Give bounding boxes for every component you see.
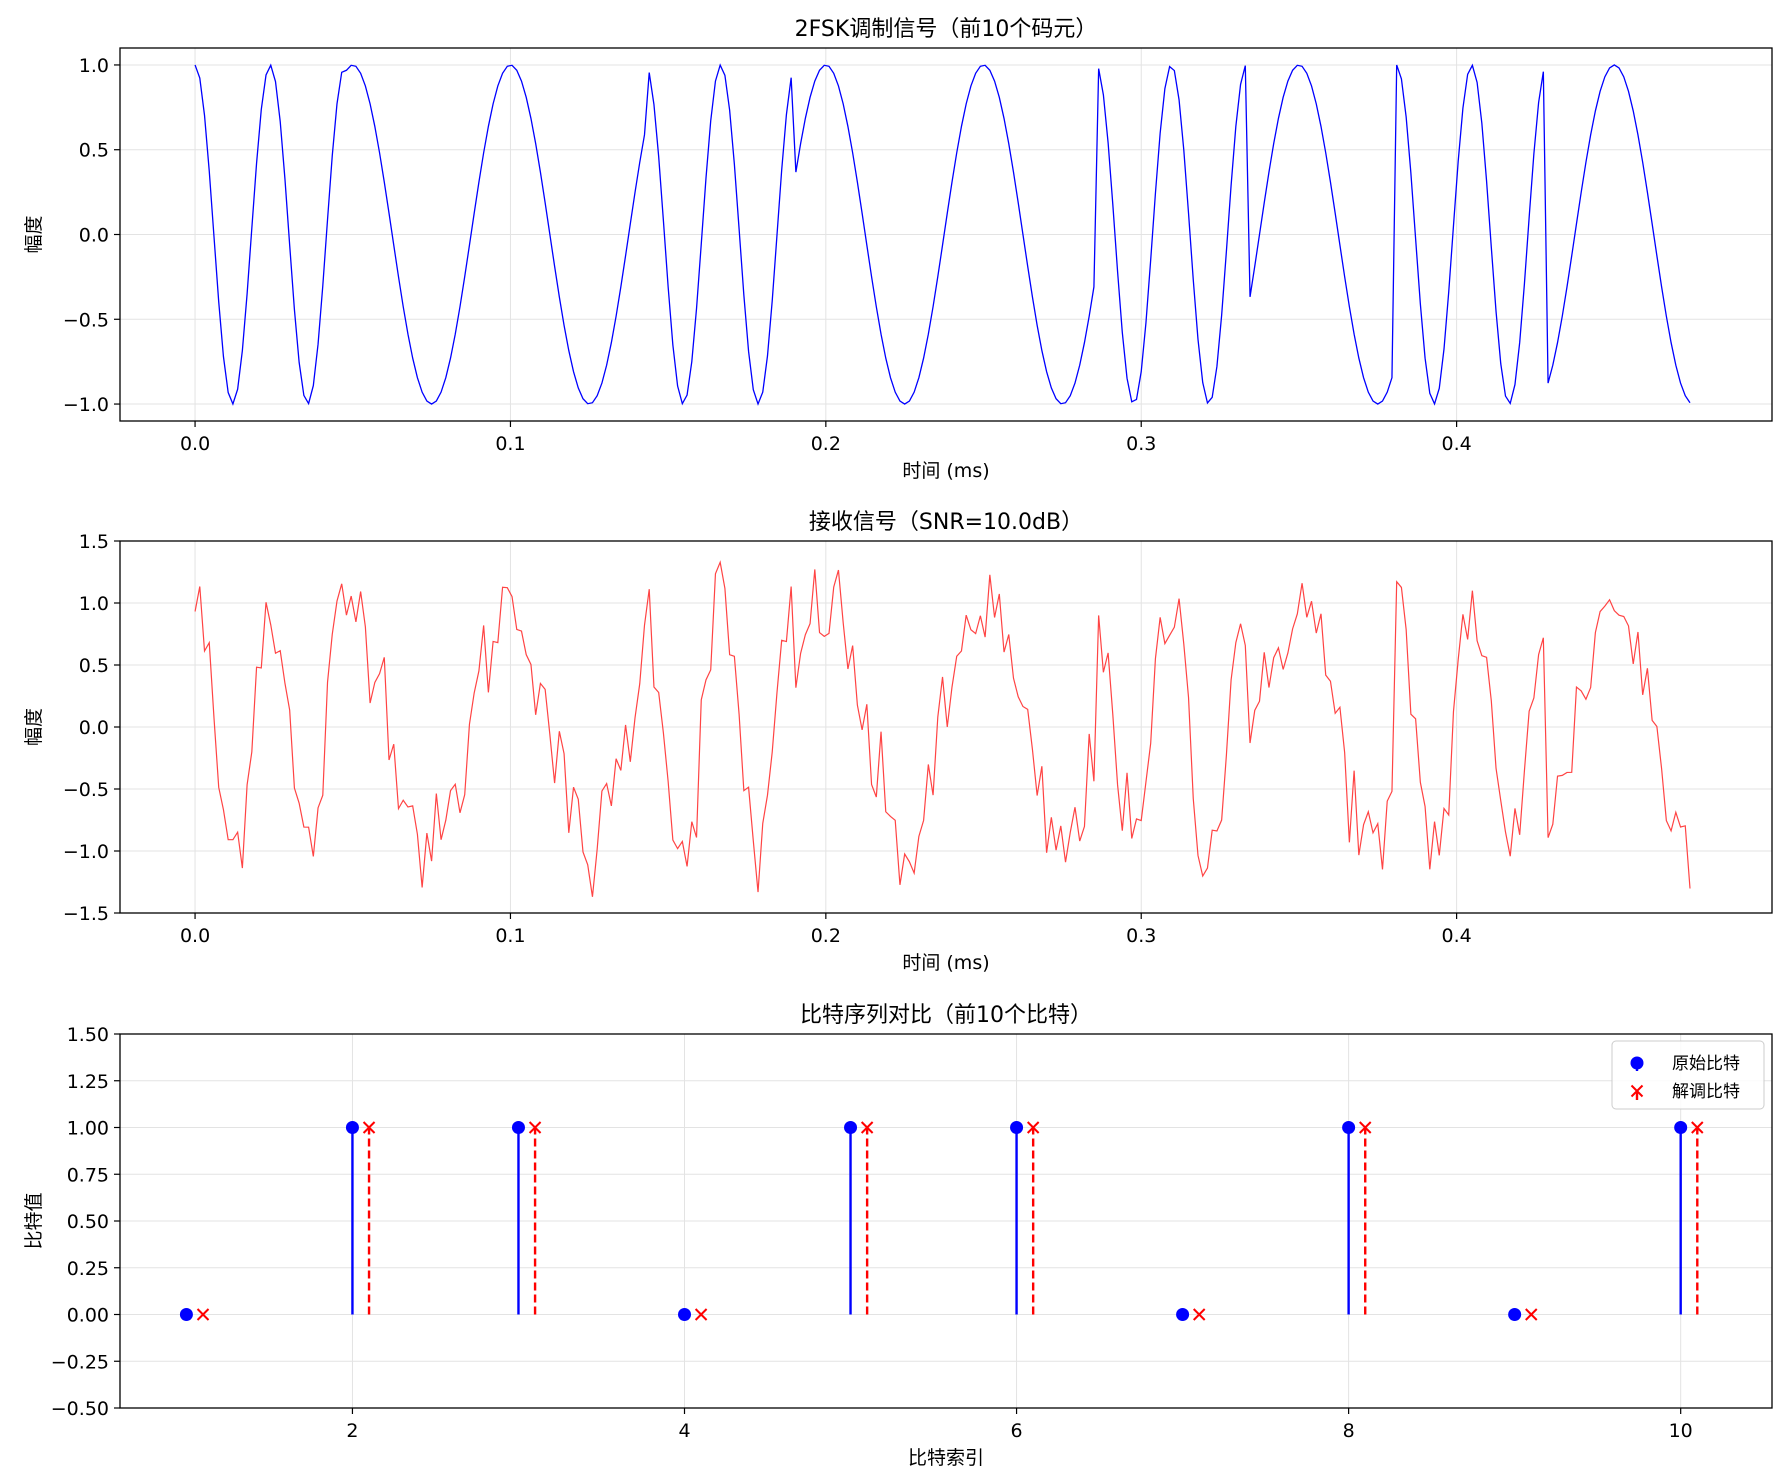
axes-frame: [119, 1033, 1773, 1409]
y-tick-label: 1.0: [79, 55, 109, 77]
x-axis-label: 时间 (ms): [902, 952, 989, 974]
axes-frame: [119, 47, 1773, 422]
x-tick-label: 0.1: [495, 433, 525, 455]
x-tick-label: 0.1: [495, 925, 525, 947]
x-tick-label: 0.4: [1442, 925, 1472, 947]
marker-original-bit: [1176, 1308, 1190, 1321]
legend-label-demodulated: 解调比特: [1672, 1082, 1740, 1102]
x-tick-label: 2: [346, 1420, 358, 1442]
y-tick-label: −0.5: [63, 779, 109, 801]
x-tick-label: 6: [1011, 1420, 1023, 1442]
marker-demodulated-bit: [694, 1308, 708, 1321]
y-tick-label: 0.00: [67, 1305, 109, 1327]
y-axis-label: 幅度: [23, 215, 45, 253]
marker-original-bit: [1342, 1121, 1356, 1134]
y-tick-label: 1.0: [79, 593, 109, 615]
x-tick-label: 0.4: [1442, 433, 1472, 455]
marker-demodulated-bit: [1359, 1121, 1372, 1134]
series-line-received: [194, 560, 1691, 897]
marker-demodulated-bit: [1192, 1308, 1206, 1321]
x-tick-label: 0.3: [1126, 925, 1156, 947]
y-tick-label: −1.5: [63, 903, 109, 925]
y-tick-label: −1.0: [63, 394, 109, 416]
y-axis-label: 幅度: [23, 708, 45, 746]
x-axis-label: 比特索引: [908, 1447, 984, 1469]
marker-original-bit: [844, 1121, 858, 1134]
y-tick-label: 1.5: [79, 531, 109, 553]
y-tick-label: 1.50: [67, 1024, 109, 1046]
y-tick-label: −0.50: [51, 1398, 109, 1420]
series-line-modulated: [194, 63, 1691, 406]
marker-original-bit: [1674, 1121, 1688, 1134]
legend-box: [1611, 1040, 1765, 1110]
axes-frame: [119, 540, 1773, 914]
marker-original-bit: [678, 1308, 692, 1321]
subplot-3: 2 4 6 8 10 1.50 1.25 1.00 0.75 0.50 0.25 0.00 −0.25 −…: [23, 1003, 1773, 1469]
x-tick-label: 4: [678, 1420, 690, 1442]
x-tick-label: 0.3: [1126, 433, 1156, 455]
y-tick-label: −1.0: [63, 841, 109, 863]
y-tick-label: 0.0: [79, 717, 109, 739]
marker-original-bit: [345, 1121, 359, 1134]
marker-original-bit: [1010, 1121, 1024, 1134]
x-axis-label: 时间 (ms): [902, 460, 989, 482]
y-axis-label: 比特值: [23, 1192, 45, 1249]
x-tick-label: 0.2: [811, 433, 841, 455]
y-tick-label: 1.25: [67, 1071, 109, 1093]
marker-demodulated-bit: [860, 1121, 874, 1134]
marker-original-bit: [179, 1308, 193, 1321]
marker-demodulated-bit: [362, 1121, 376, 1134]
y-tick-label: 0.5: [79, 140, 109, 162]
marker-original-bit: [1508, 1308, 1522, 1321]
marker-demodulated-bit: [196, 1308, 210, 1321]
x-tick-label: 0.0: [180, 433, 210, 455]
y-tick-label: 0.50: [67, 1211, 109, 1233]
x-tick-label: 0.2: [811, 925, 841, 947]
marker-demodulated-bit: [1026, 1121, 1040, 1134]
legend-marker-original: [1630, 1056, 1644, 1070]
x-tick-label: 8: [1343, 1420, 1355, 1442]
y-tick-label: 0.25: [67, 1258, 109, 1280]
y-tick-label: 0.5: [79, 655, 109, 677]
chart-title: 接收信号（SNR=10.0dB）: [809, 510, 1083, 535]
y-tick-label: −0.5: [63, 309, 109, 331]
x-tick-label: 10: [1669, 1420, 1693, 1442]
chart-title: 2FSK调制信号（前10个码元）: [795, 17, 1098, 42]
subplot-1: 0.0 0.1 0.2 0.3 0.4 1.0 0.5 0.0 −0.5 −1.0 2FSK调制信号…: [23, 17, 1773, 482]
chart-title: 比特序列对比（前10个比特）: [800, 1003, 1092, 1028]
legend-label-original: 原始比特: [1672, 1054, 1740, 1074]
marker-demodulated-bit: [1691, 1121, 1704, 1134]
y-tick-label: −0.25: [51, 1351, 109, 1373]
x-tick-label: 0.0: [180, 925, 210, 947]
marker-original-bit: [511, 1121, 525, 1134]
y-tick-label: 0.0: [79, 225, 109, 247]
subplot-2: 0.0 0.1 0.2 0.3 0.4 1.5 1.0 0.5 0.0 −0.5 −1.0 −1.5 接…: [23, 510, 1773, 974]
y-tick-label: 1.00: [67, 1118, 109, 1140]
marker-demodulated-bit: [528, 1121, 542, 1134]
marker-demodulated-bit: [1525, 1308, 1538, 1321]
y-tick-label: 0.75: [67, 1164, 109, 1186]
legend-marker-demodulated: [1630, 1084, 1644, 1098]
